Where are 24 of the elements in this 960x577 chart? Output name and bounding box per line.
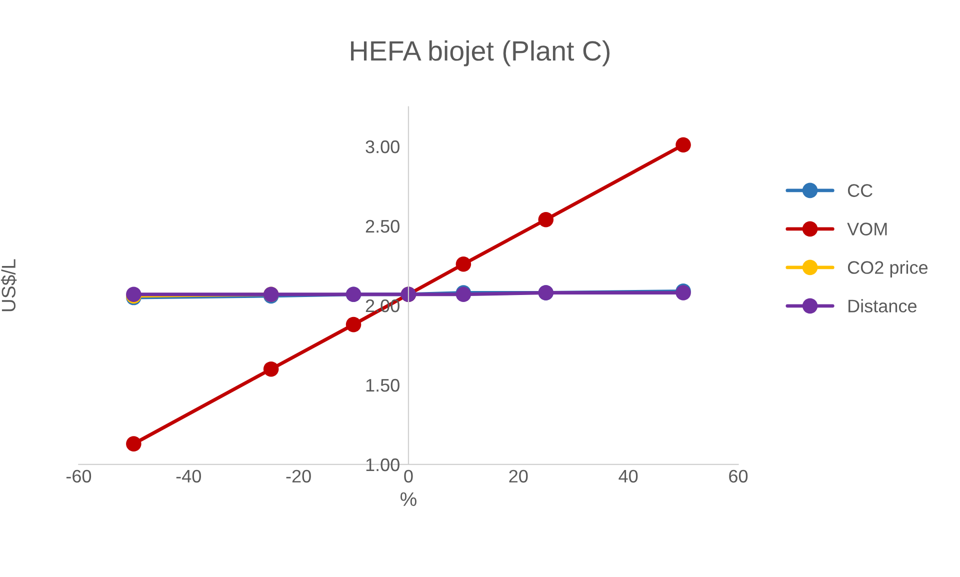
y-tick-label: 3.00 — [366, 140, 400, 154]
point — [676, 137, 691, 153]
legend-label: Distance — [848, 299, 916, 312]
chart-title: HEFA biojet (Plant C) — [351, 40, 610, 66]
x-tick-label: 20 — [509, 470, 528, 483]
x-tick-label: -20 — [286, 470, 311, 483]
point — [126, 436, 142, 452]
x-tick-label: 40 — [618, 470, 638, 483]
legend-label: VOM — [847, 222, 887, 236]
y-tick-label: 1.50 — [366, 378, 400, 392]
x-tick-label: 60 — [729, 470, 748, 483]
x-tick-label: 0 — [404, 470, 413, 483]
y-tick-label: 1.00 — [366, 458, 400, 472]
x-tick-label: -60 — [66, 470, 92, 483]
legend-label: CC — [848, 184, 872, 197]
point — [538, 212, 554, 228]
x-axis-title: % — [400, 492, 416, 506]
y-axis-title: US$/L — [0, 259, 17, 312]
point — [456, 256, 472, 272]
point — [346, 316, 362, 332]
y-tick-label: 2.50 — [366, 220, 400, 233]
legend-label: CO2 price — [848, 260, 928, 278]
point — [263, 361, 279, 377]
x-tick-label: -40 — [176, 470, 201, 483]
